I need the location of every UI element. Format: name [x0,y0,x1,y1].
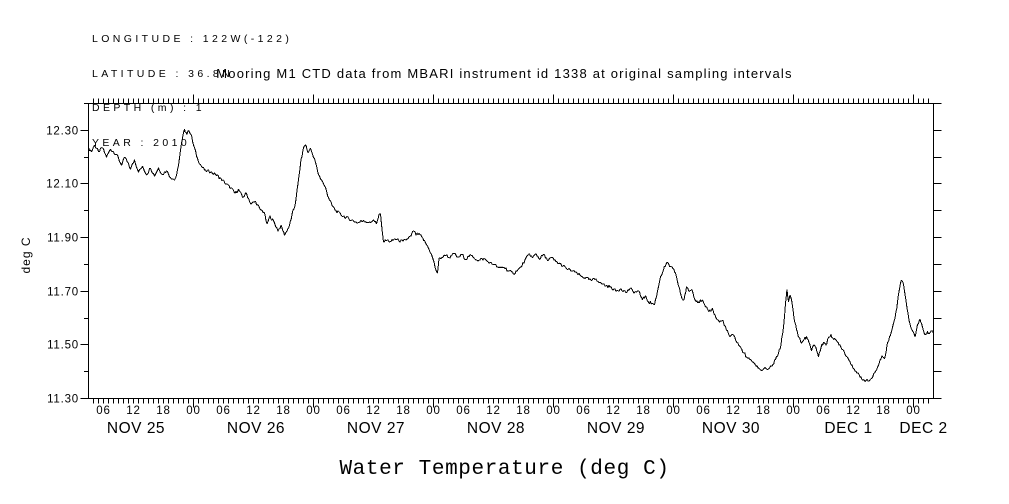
y-tick-label: 11.70 [47,287,79,299]
meta-depth: DEPTH (m) : 1 [92,102,206,114]
chart-title: Mooring M1 CTD data from MBARI instrumen… [216,66,793,81]
x-hour-label: 12 [846,405,860,417]
x-hour-label: 06 [576,405,590,417]
x-hour-label: 12 [246,405,260,417]
x-hour-label: 00 [186,405,200,417]
x-hour-label: 06 [456,405,470,417]
x-hour-label: 18 [156,405,170,417]
x-hour-label: 12 [126,405,140,417]
x-hour-label: 00 [666,405,680,417]
y-tick-label: 12.10 [46,179,79,191]
x-hour-label: 18 [396,405,410,417]
x-hour-label: 06 [336,405,350,417]
x-hour-labels: 06 12 18 00 06 12 18 00 06 12 18 00 06 12 18 00 06 12 18 00… [96,405,920,417]
x-ticks [93,94,929,408]
x-hour-label: 12 [486,405,500,417]
x-day-label: NOV 30 [702,420,760,437]
y-tick-labels: 11.30 11.50 11.70 11.90 12.10 12.30 [46,126,79,406]
x-hour-label: 06 [96,405,110,417]
x-hour-label: 00 [906,405,920,417]
x-hour-label: 18 [756,405,770,417]
y-tick-label: 12.30 [46,126,79,138]
x-hour-label: 00 [786,405,800,417]
x-day-label: DEC 2 [899,420,947,437]
x-hour-label: 00 [546,405,560,417]
x-hour-label: 06 [216,405,230,417]
x-day-label: NOV 28 [467,420,525,437]
x-hour-label: 18 [516,405,530,417]
x-hour-label: 12 [366,405,380,417]
meta-latitude: LATITUDE : 36.8N [92,67,234,80]
meta-longitude: LONGITUDE : 122W(-122) [92,33,293,45]
x-day-label: NOV 25 [107,420,165,437]
x-day-label: DEC 1 [824,420,872,437]
x-hour-label: 00 [426,405,440,417]
x-hour-label: 06 [816,405,830,417]
y-tick-label: 11.50 [47,340,79,352]
bottom-title: Water Temperature (deg C) [339,458,670,481]
x-day-labels: NOV 25 NOV 26 NOV 27 NOV 28 NOV 29 NOV 30 DEC … [107,420,947,437]
x-hour-label: 06 [696,405,710,417]
y-tick-label: 11.90 [47,233,79,245]
plot-border [88,103,934,399]
x-hour-label: 18 [636,405,650,417]
y-ticks [80,103,942,399]
station-metadata: LONGITUDE : 122W(-122) LATITUDE : 36.8N … [92,11,292,172]
temperature-line [88,129,934,382]
x-hour-label: 18 [876,405,890,417]
y-tick-label: 11.30 [47,394,79,406]
meta-year: YEAR : 2010 [92,136,191,149]
x-hour-label: 00 [306,405,320,417]
x-hour-label: 12 [726,405,740,417]
x-day-label: NOV 29 [587,420,645,437]
x-day-label: NOV 27 [347,420,405,437]
x-hour-label: 18 [276,405,290,417]
x-day-label: NOV 26 [227,420,285,437]
x-hour-label: 12 [606,405,620,417]
